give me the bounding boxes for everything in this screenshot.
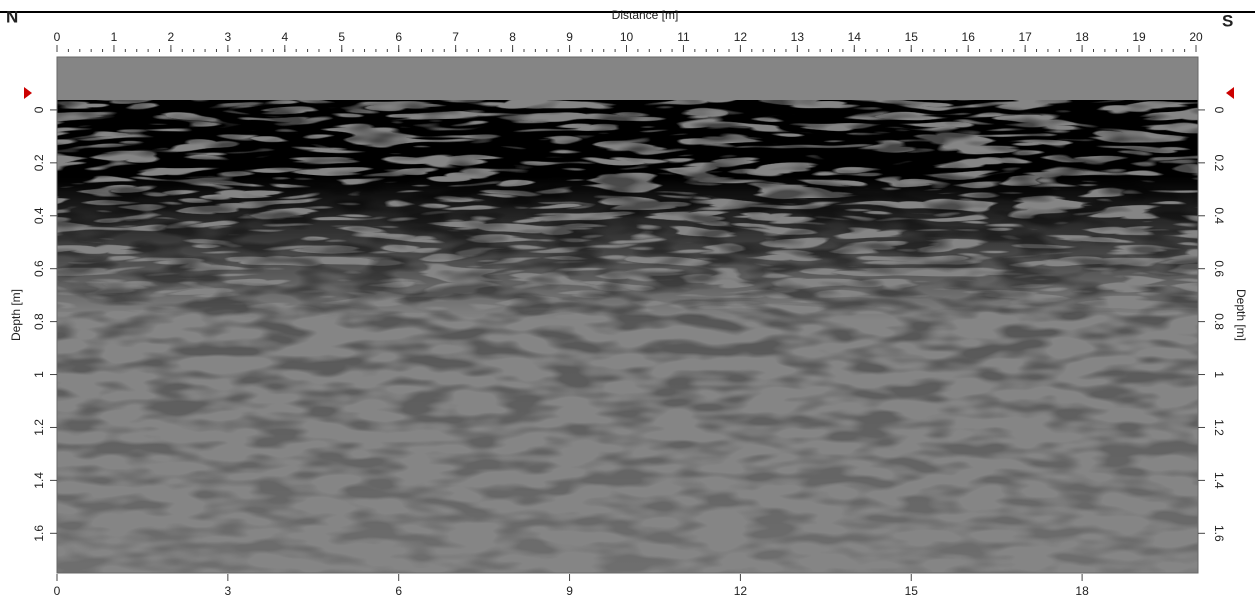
- y2-tick-label: 0.2: [1212, 155, 1226, 172]
- y2-axis-title: Depth [m]: [1234, 289, 1248, 341]
- x-tick-label: 10: [620, 30, 634, 44]
- x-tick-label: 3: [225, 30, 232, 44]
- y-axis-title: Depth [m]: [9, 289, 23, 341]
- y-tick-label: 1.4: [32, 472, 46, 489]
- y-tick-label: 0: [32, 106, 46, 113]
- x2-tick-label: 15: [905, 584, 919, 598]
- x-tick-label: 6: [395, 30, 402, 44]
- x2-tick-label: 12: [734, 584, 748, 598]
- x-tick-label: 20: [1189, 30, 1203, 44]
- x-tick-label: 1: [111, 30, 118, 44]
- x-tick-label: 9: [566, 30, 573, 44]
- x-tick-label: 0: [54, 30, 61, 44]
- north-label: N: [6, 7, 18, 26]
- x2-tick-label: 3: [225, 584, 232, 598]
- y2-tick-label: 1.6: [1212, 525, 1226, 542]
- x2-tick-label: 9: [566, 584, 573, 598]
- surface-marker: [24, 87, 32, 99]
- x-tick-label: 14: [848, 30, 862, 44]
- y-tick-label: 0.4: [32, 207, 46, 224]
- y2-tick-label: 0.4: [1212, 207, 1226, 224]
- x-tick-label: 17: [1018, 30, 1032, 44]
- south-label: S: [1222, 11, 1233, 30]
- x-tick-label: 5: [338, 30, 345, 44]
- y2-tick-label: 0.6: [1212, 260, 1226, 277]
- x2-tick-label: 6: [395, 584, 402, 598]
- x-tick-label: 12: [734, 30, 748, 44]
- x2-tick-label: 18: [1075, 584, 1089, 598]
- y-tick-label: 0.6: [32, 260, 46, 277]
- x-tick-label: 15: [905, 30, 919, 44]
- plot-frame: [56, 56, 1199, 574]
- x-tick-label: 2: [168, 30, 175, 44]
- x-tick-label: 7: [452, 30, 459, 44]
- y2-tick-label: 1.2: [1212, 419, 1226, 436]
- y-tick-label: 1.6: [32, 525, 46, 542]
- x-tick-label: 19: [1132, 30, 1146, 44]
- x-tick-label: 13: [791, 30, 805, 44]
- texture: [57, 100, 1198, 320]
- x-tick-label: 18: [1075, 30, 1089, 44]
- y-tick-label: 0.2: [32, 154, 46, 171]
- x-tick-label: 16: [962, 30, 976, 44]
- y2-tick-label: 1.4: [1212, 472, 1226, 489]
- surface-marker: [1226, 87, 1234, 99]
- y-tick-label: 0.8: [32, 313, 46, 330]
- y2-tick-label: 0: [1212, 107, 1226, 114]
- x2-tick-label: 0: [54, 584, 61, 598]
- y-tick-label: 1: [32, 371, 46, 378]
- plot-area: [56, 56, 1199, 574]
- y-tick-label: 1.2: [32, 419, 46, 436]
- x-tick-label: 4: [281, 30, 288, 44]
- x-axis-title: Distance [m]: [612, 8, 679, 22]
- x-tick-label: 8: [509, 30, 516, 44]
- x-tick-label: 11: [677, 30, 690, 44]
- y2-tick-label: 1: [1212, 371, 1226, 378]
- y2-tick-label: 0.8: [1212, 313, 1226, 330]
